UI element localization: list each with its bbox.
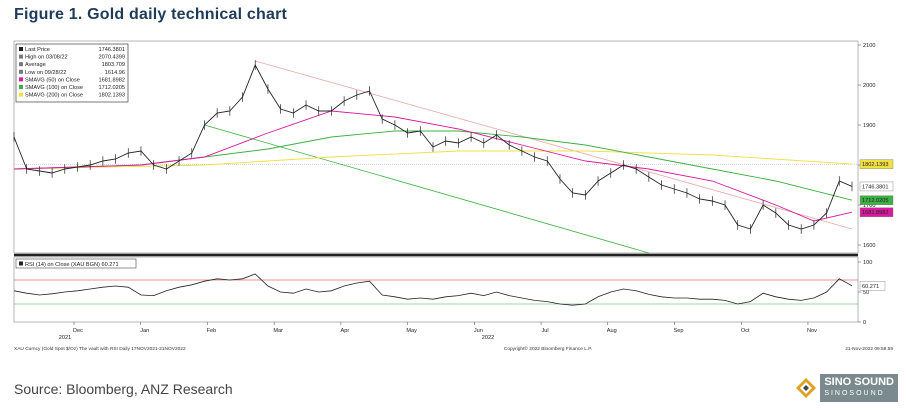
x-tick-label: Nov [807,328,817,334]
x-tick-label: May [406,328,417,334]
footer-right: 21-Nov-2022 09:58:59 [845,346,893,352]
rsi-legend-swatch [19,261,23,266]
value-label-box [859,207,894,217]
legend-value: 2070.4399 [99,55,125,61]
rsi-y-tick-label: 0 [863,320,866,326]
footer-left: XAU Curncy (Gold Spot $/Oz) The vault wi… [14,346,186,352]
legend-value: 1802.1393 [99,93,125,99]
legend-value: 1681.8982 [99,77,125,83]
y-tick-label: 2000 [863,83,875,89]
legend-swatch [19,85,23,89]
legend-swatch [19,62,23,67]
diamond-logo-icon [796,378,817,398]
value-label-box [859,159,894,169]
x-tick-label: Jul [541,328,548,334]
sino-sound-logo: SINO SOUND SINOSOUND [795,373,898,403]
x-tick-label: Mar [273,328,283,334]
y-tick-label: 1900 [863,123,875,129]
x-tick-label: Oct [741,328,750,334]
legend-label: Last Price [25,47,50,53]
legend-value: 1803.709 [102,62,125,68]
logo-name: SINO SOUND [824,376,894,388]
rsi-panel-frame [13,256,859,323]
value-label-box [859,195,894,205]
smavg-200-line [13,150,853,170]
rsi-value-label: 60.271 [862,284,879,290]
rsi-legend-frame [15,258,137,269]
value-label: 1712.0205 [862,198,888,204]
y-tick-label: 1600 [863,243,875,249]
legend-value: 1614.96 [105,70,125,76]
legend-swatch [19,54,23,59]
figure-title: Figure 1. Gold daily technical chart [14,6,288,23]
legend-swatch [19,47,23,51]
x-tick-label: Feb [207,328,217,334]
trendline-upper [255,60,853,230]
rsi-value-label-box [859,281,886,291]
legend-label: SMAVG (50) on Close [25,77,80,83]
price-panel-frame [13,40,859,254]
smavg-100-line [13,130,853,201]
x-tick-label: Aug [607,328,617,334]
legend-swatch [19,92,23,97]
x-tick-label: Dec [73,328,83,334]
legend-label: High on 03/08/22 [25,55,68,61]
rsi-legend-label: RSI (14) on Close (XAU BGN) 60.271 [25,262,119,268]
smavg-50-line [13,110,853,222]
value-label: 1746.3801 [862,184,888,190]
rsi-y-tick-label: 100 [863,260,872,266]
legend-label: Low on 09/28/22 [25,70,66,76]
x-tick-label: Apr [341,328,350,334]
legend-swatch [19,77,23,82]
trendline-lower [204,124,649,254]
y-tick-label: 1700 [863,203,875,209]
legend-value: 1746.3801 [99,47,125,53]
legend-frame [15,43,129,103]
source-note: Source: Bloomberg, ANZ Research [14,381,233,397]
logo-wordmark: SINO SOUND SINOSOUND [820,374,898,402]
value-label: 1681.8982 [862,210,888,216]
legend-label: Average [25,62,46,68]
legend-label: SMAVG (200) on Close [25,93,83,99]
legend: Last Price 1746.3801 High on 03/08/22 2070.… [15,43,129,103]
legend-swatch [19,69,23,74]
x-tick-label: Jun [474,328,483,334]
legend-label: SMAVG (100) on Close [25,85,83,91]
legend-value: 1712.0205 [99,85,125,91]
y-tick-label: 2100 [863,43,875,49]
value-label-box [859,181,894,192]
x-year-label: 2022 [482,335,494,341]
rsi-y-tick-label: 50 [863,290,869,296]
x-tick-label: Jan [140,328,149,334]
footer-center: Copyright© 2022 Bloomberg Finance L.P. [504,345,592,352]
logo-sub: SINOSOUND [824,390,885,397]
x-year-label: 2021 [59,335,71,341]
rsi-line [13,273,853,306]
x-tick-label: Sep [674,328,684,334]
value-label: 1802.1393 [862,162,888,168]
